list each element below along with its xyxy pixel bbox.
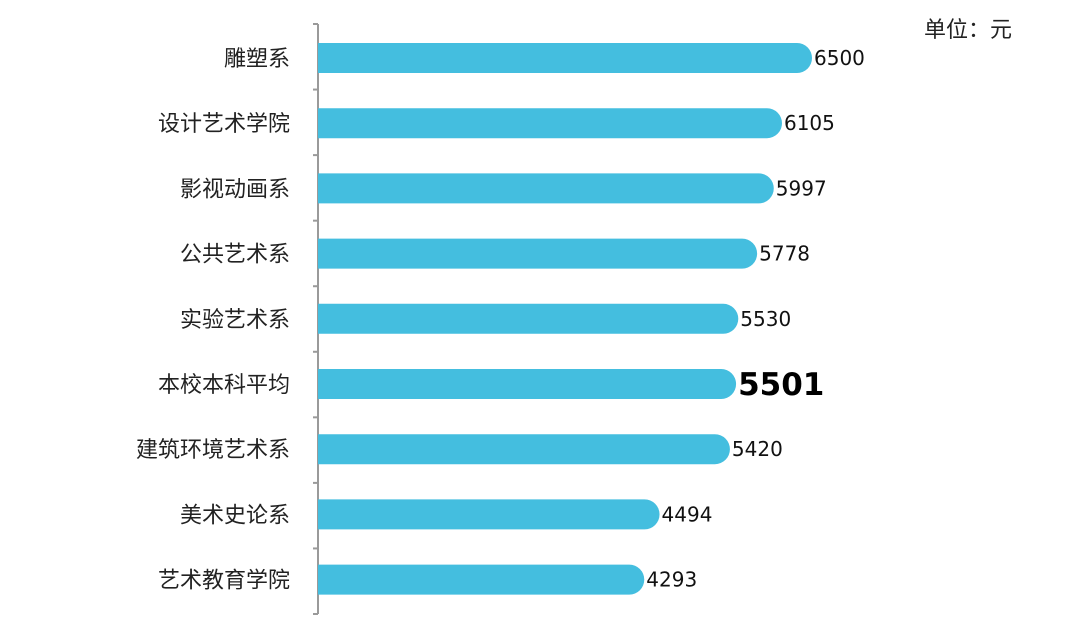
bar <box>318 173 774 204</box>
bar-row: 影视动画系 5997 <box>180 173 827 204</box>
value-label: 5420 <box>732 437 783 461</box>
bar <box>318 303 739 334</box>
category-label: 本校本科平均 <box>158 373 290 398</box>
bar <box>318 434 730 465</box>
category-label: 影视动画系 <box>180 177 290 202</box>
bar-row: 实验艺术系 5530 <box>180 303 791 334</box>
value-label: 6500 <box>814 46 865 70</box>
category-label: 公共艺术系 <box>180 243 290 268</box>
bar-layer: 雕塑系 6500 设计艺术学院 6105 影视动画系 5997 公共艺术系 5778 实验艺术系… <box>136 43 865 595</box>
bar-row: 设计艺术学院 6105 <box>158 108 835 139</box>
category-label: 设计艺术学院 <box>158 112 290 137</box>
bar <box>318 43 812 73</box>
unit-label: 单位：元 <box>923 18 1012 43</box>
value-label: 5530 <box>740 307 791 331</box>
value-label: 4293 <box>646 568 697 592</box>
category-label: 实验艺术系 <box>180 308 290 333</box>
bar-row: 艺术教育学院 4293 <box>158 564 697 595</box>
bar <box>318 108 782 139</box>
bar-row: 建筑环境艺术系 5420 <box>136 434 783 465</box>
category-label: 建筑环境艺术系 <box>136 438 290 463</box>
value-label: 4494 <box>662 502 713 526</box>
category-label: 艺术教育学院 <box>158 569 290 594</box>
bar <box>318 369 737 399</box>
category-label: 美术史论系 <box>180 503 290 528</box>
category-label: 雕塑系 <box>224 47 290 72</box>
bar-row: 本校本科平均 5501 <box>158 367 824 403</box>
value-label: 5997 <box>776 176 827 200</box>
value-label: 5778 <box>759 242 810 266</box>
bar-row: 公共艺术系 5778 <box>180 238 810 269</box>
value-label: 5501 <box>738 367 824 403</box>
bar-row: 雕塑系 6500 <box>224 43 865 73</box>
axis-layer <box>313 23 319 615</box>
value-label: 6105 <box>784 111 835 135</box>
bar <box>318 499 660 530</box>
bar-row: 美术史论系 4494 <box>180 499 713 530</box>
bar <box>318 564 645 595</box>
bar <box>318 238 758 269</box>
